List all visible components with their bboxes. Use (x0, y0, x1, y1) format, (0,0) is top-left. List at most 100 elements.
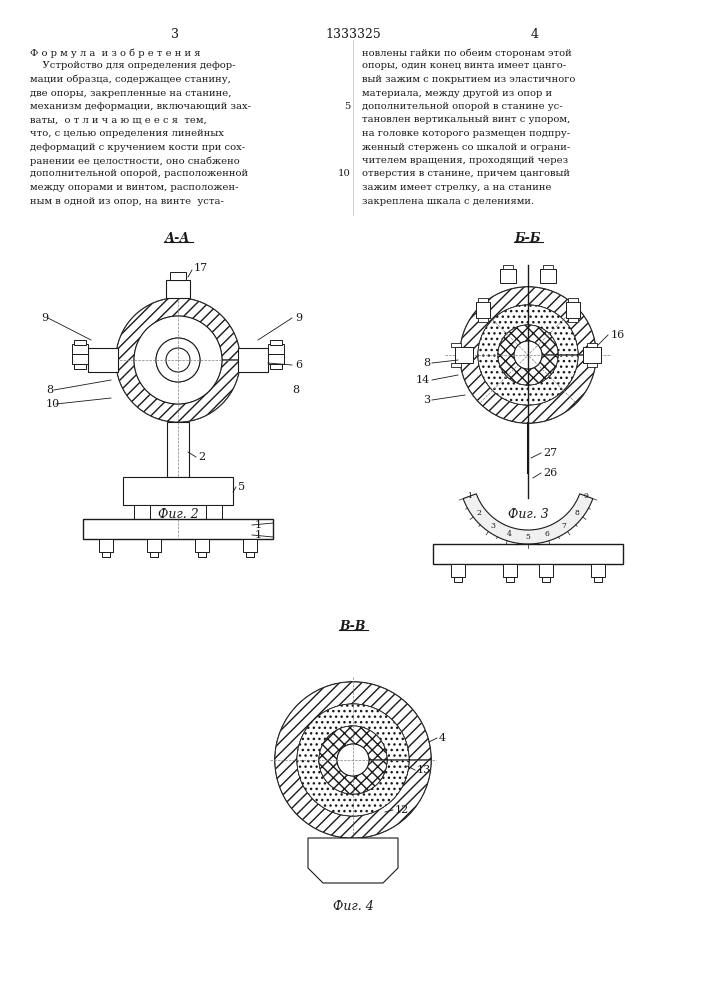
Polygon shape (275, 682, 431, 838)
Text: на головке которого размещен подпру-: на головке которого размещен подпру- (362, 129, 570, 138)
Bar (167, 422, 189, 477)
Text: 4: 4 (439, 733, 446, 743)
Bar (74, 364, 86, 369)
Bar (540, 269, 556, 283)
Bar (74, 340, 86, 345)
Text: 6: 6 (295, 360, 302, 370)
Text: 13: 13 (417, 765, 431, 775)
Bar (451, 564, 465, 577)
Bar (479, 298, 489, 302)
Bar (170, 272, 186, 280)
Polygon shape (460, 287, 596, 423)
Bar (147, 539, 161, 552)
Text: тановлен вертикальный винт с упором,: тановлен вертикальный винт с упором, (362, 115, 571, 124)
Text: 5: 5 (344, 102, 351, 111)
Bar (134, 505, 150, 519)
Bar (268, 354, 284, 364)
Text: между опорами и винтом, расположен-: между опорами и винтом, расположен- (30, 183, 238, 192)
Bar (268, 344, 284, 354)
Bar (594, 577, 602, 582)
Text: 2: 2 (198, 452, 205, 462)
Bar (587, 363, 597, 367)
Circle shape (319, 726, 387, 794)
Text: 7: 7 (561, 522, 566, 530)
Text: ранении ее целостности, оно снабжено: ранении ее целостности, оно снабжено (30, 156, 240, 165)
Bar (503, 564, 517, 577)
Polygon shape (116, 298, 240, 422)
Text: 3: 3 (171, 28, 179, 41)
Text: 14: 14 (416, 375, 430, 385)
Bar (123, 477, 233, 505)
Text: 9: 9 (584, 492, 589, 500)
Bar (566, 302, 580, 318)
Polygon shape (498, 325, 558, 385)
Bar (587, 343, 597, 347)
Bar (270, 340, 282, 345)
Bar (568, 318, 578, 322)
Text: 5: 5 (238, 482, 245, 492)
Text: материала, между другой из опор и: материала, между другой из опор и (362, 89, 552, 98)
Bar (72, 354, 88, 364)
Text: 26: 26 (543, 468, 557, 478)
Text: 1: 1 (467, 492, 472, 500)
Bar (433, 544, 623, 564)
Text: женный стержень со шкалой и ограни-: женный стержень со шкалой и ограни- (362, 142, 571, 151)
Text: деформаций с кручением кости при сох-: деформаций с кручением кости при сох- (30, 142, 245, 151)
Polygon shape (308, 838, 398, 883)
Text: 3: 3 (490, 522, 495, 530)
Bar (209, 519, 219, 524)
Circle shape (275, 682, 431, 838)
Polygon shape (319, 726, 387, 794)
Text: новлены гайки по обеим сторонам этой: новлены гайки по обеим сторонам этой (362, 48, 572, 57)
Text: 8: 8 (292, 385, 299, 395)
Bar (451, 343, 461, 347)
Text: дополнительной опорой в станине ус-: дополнительной опорой в станине ус- (362, 102, 563, 111)
Circle shape (337, 744, 369, 776)
Bar (72, 344, 88, 354)
Text: чителем вращения, проходящий через: чителем вращения, проходящий через (362, 156, 568, 165)
Bar (479, 318, 489, 322)
Bar (455, 347, 473, 363)
Bar (454, 577, 462, 582)
Circle shape (514, 341, 542, 369)
Bar (150, 552, 158, 557)
Text: отверстия в станине, причем цанговый: отверстия в станине, причем цанговый (362, 169, 570, 178)
Bar (243, 539, 257, 552)
Text: 6: 6 (544, 530, 549, 538)
Text: что, с целью определения линейных: что, с целью определения линейных (30, 129, 224, 138)
Text: 8: 8 (46, 385, 53, 395)
Text: Устройство для определения дефор-: Устройство для определения дефор- (30, 62, 235, 70)
Circle shape (134, 316, 222, 404)
Text: 1: 1 (255, 530, 262, 540)
Polygon shape (478, 305, 578, 405)
Text: Ф о р м у л а  и з о б р е т е н и я: Ф о р м у л а и з о б р е т е н и я (30, 48, 201, 57)
Text: дополнительной опорой, расположенной: дополнительной опорой, расположенной (30, 169, 248, 178)
Text: механизм деформации, включающий зах-: механизм деформации, включающий зах- (30, 102, 251, 111)
Text: 8: 8 (423, 358, 430, 368)
Circle shape (166, 348, 190, 372)
Text: Фиг. 2: Фиг. 2 (158, 508, 199, 521)
Text: 27: 27 (543, 448, 557, 458)
Text: опоры, один конец винта имеет цанго-: опоры, один конец винта имеет цанго- (362, 62, 566, 70)
Bar (506, 577, 514, 582)
Text: вый зажим с покрытием из эластичного: вый зажим с покрытием из эластичного (362, 75, 575, 84)
Bar (102, 552, 110, 557)
Text: 9: 9 (41, 313, 48, 323)
Text: А-А: А-А (165, 232, 191, 245)
Text: закреплена шкала с делениями.: закреплена шкала с делениями. (362, 196, 534, 206)
Text: ным в одной из опор, на винте  уста-: ным в одной из опор, на винте уста- (30, 196, 224, 206)
Text: 10: 10 (338, 169, 351, 178)
Text: 12: 12 (395, 805, 409, 815)
Text: Фиг. 4: Фиг. 4 (332, 900, 373, 913)
Text: 17: 17 (194, 263, 208, 273)
Circle shape (460, 287, 596, 423)
Polygon shape (156, 338, 200, 382)
Polygon shape (297, 704, 409, 816)
Bar (503, 265, 513, 269)
Bar (591, 564, 605, 577)
Text: 8: 8 (575, 509, 580, 517)
Text: Б-Б: Б-Б (515, 232, 542, 245)
Text: В-В: В-В (340, 620, 366, 633)
Text: мации образца, содержащее станину,: мации образца, содержащее станину, (30, 75, 231, 85)
Bar (198, 552, 206, 557)
